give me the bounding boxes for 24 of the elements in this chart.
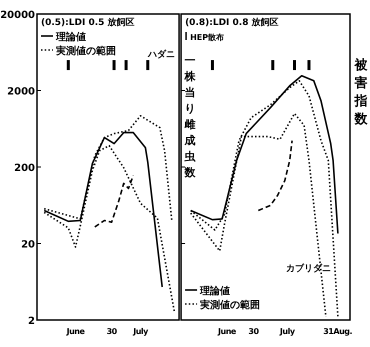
y-tick-label: 200 bbox=[14, 163, 35, 174]
title: (0.8):LDI 0.8 放飼区 bbox=[185, 18, 279, 28]
x-tick-label: 31 bbox=[323, 327, 334, 336]
x-tick-label: 30 bbox=[106, 327, 117, 336]
x-tick-label: July bbox=[133, 327, 148, 336]
x-tick-label: Aug. bbox=[333, 327, 352, 336]
title: (0.5):LDI 0.5 放飼区 bbox=[41, 18, 135, 28]
x-tick-label: June bbox=[218, 327, 236, 336]
legend-label: 理論値 bbox=[200, 286, 230, 297]
ylabel: 一株当り雌成虫数 bbox=[184, 54, 196, 179]
x-tick-label: 30 bbox=[248, 327, 259, 336]
x-tick-label: June bbox=[66, 327, 84, 336]
legend-label: HEP散布 bbox=[190, 33, 224, 42]
legend-label: 実測値の範囲 bbox=[56, 46, 116, 57]
annotation: カブリダニ bbox=[286, 264, 331, 274]
legend-label: 理論値 bbox=[56, 32, 86, 43]
y-tick-label: 20000 bbox=[0, 10, 35, 21]
annotation: ハダニ bbox=[148, 50, 175, 60]
legend-label: 実測値の範囲 bbox=[200, 300, 260, 311]
y-tick-label: 2 bbox=[28, 316, 35, 327]
y-tick-label: 2000 bbox=[7, 86, 35, 98]
y-tick-label: 20 bbox=[21, 240, 35, 250]
y2label: 被害指数 bbox=[354, 58, 368, 127]
x-tick-label: July bbox=[280, 327, 295, 336]
